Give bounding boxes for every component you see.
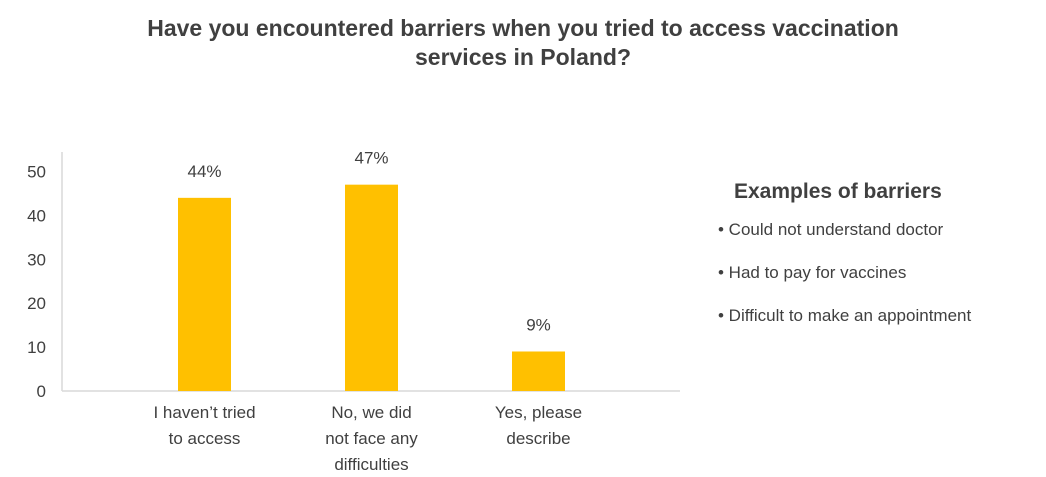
chart-title: Have you encountered barriers when you t… [0,14,1046,72]
data-label: 47% [354,149,388,168]
barriers-panel: Examples of barriers • Could not underst… [718,180,1046,347]
y-tick-label: 10 [27,338,46,357]
barriers-list: • Could not understand doctor • Had to p… [718,218,1046,327]
x-tick-label: Yes, please [495,403,582,422]
chart-title-line-2: services in Poland? [414,44,632,70]
bar [345,184,398,391]
bar [178,197,231,391]
y-tick-label: 50 [27,163,46,182]
x-tick-label: No, we did [331,403,411,422]
barriers-heading: Examples of barriers [734,180,942,203]
data-label: 44% [187,162,221,181]
y-tick-label: 0 [37,382,46,401]
x-tick-label: describe [506,429,570,448]
barrier-item: • Difficult to make an appointment [718,306,972,325]
x-tick-label: difficulties [334,455,408,474]
bar-chart: 0 10 20 30 40 50 44% I haven’t tried to access 47… [27,149,680,474]
y-tick-label: 30 [27,250,46,269]
y-tick-label: 40 [27,206,46,225]
x-tick-label: not face any [325,429,418,448]
bar [512,351,565,391]
barrier-item: • Could not understand doctor [718,220,944,239]
barrier-item: • Had to pay for vaccines [718,263,907,282]
data-label: 9% [526,315,551,334]
chart-title-line-1: Have you encountered barriers when you t… [147,15,899,41]
y-tick-label: 20 [27,294,46,313]
x-tick-label: I haven’t tried [153,403,255,422]
x-tick-label: to access [169,429,241,448]
